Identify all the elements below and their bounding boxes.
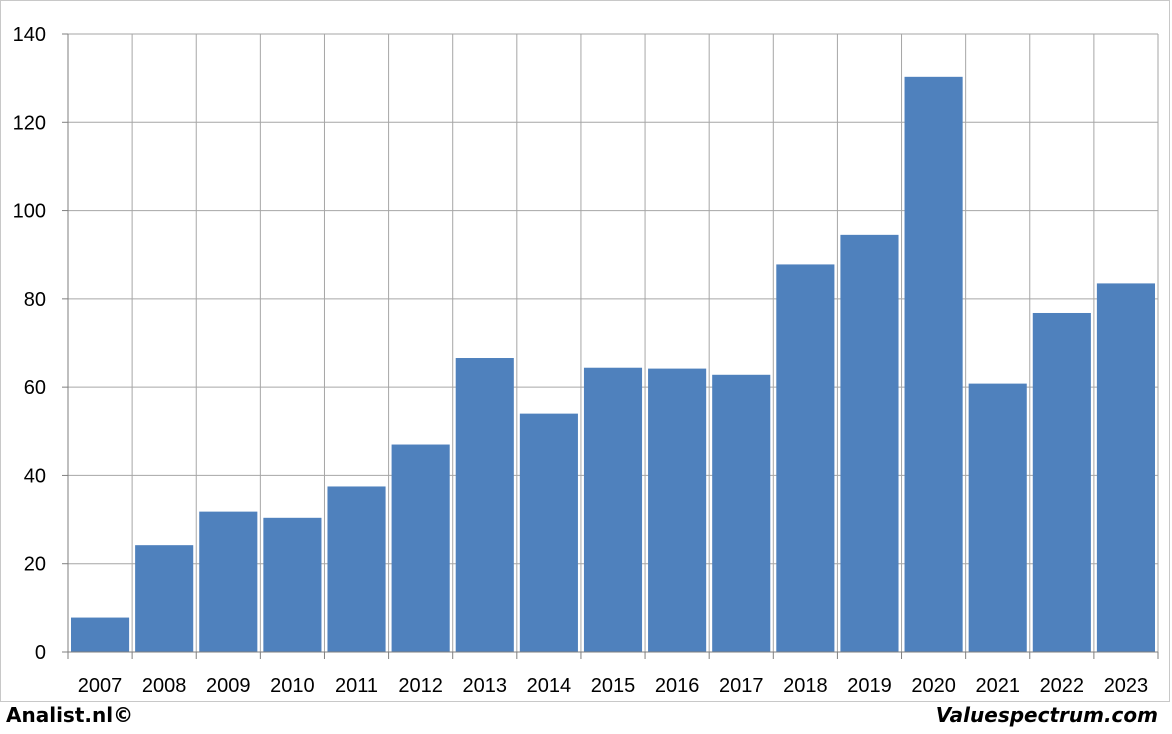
bar-2015 [583,367,643,652]
bar-2007 [71,617,130,652]
bar-2017 [712,374,771,652]
bar-2011 [327,486,386,652]
bar-2010 [263,517,322,652]
bar-2014 [519,413,578,652]
x-tick-label-2014: 2014 [527,675,572,697]
y-tick-label-120: 120 [13,112,46,134]
axes [62,33,1159,659]
tick-labels: 0 20 40 60 80 100 120 140 2007 2008 2009 2010 2011 20… [13,24,1149,697]
x-tick-label-2016: 2016 [655,675,700,697]
x-tick-label-2022: 2022 [1040,675,1085,697]
x-tick-label-2020: 2020 [911,675,956,697]
x-tick-label-2011: 2011 [335,675,378,697]
bar-2016 [648,368,707,652]
y-tick-label-40: 40 [24,465,46,487]
x-tick-label-2021: 2021 [975,675,1020,697]
x-tick-label-2019: 2019 [847,675,892,697]
bar-2023 [1096,283,1155,652]
bar-2021 [968,383,1027,652]
x-tick-label-2010: 2010 [270,675,315,697]
y-tick-label-80: 80 [24,289,46,311]
attribution-label: Valuespectrum.com [935,703,1158,727]
bar-2013 [455,358,514,652]
bars [71,76,1155,652]
x-tick-label-2009: 2009 [206,675,251,697]
y-tick-label-0: 0 [35,642,46,664]
x-tick-label-2023: 2023 [1104,675,1149,697]
bar-2020 [904,76,963,652]
x-tick-label-2012: 2012 [398,675,443,697]
bar-2008 [135,545,194,652]
bar-2009 [199,511,258,652]
x-tick-label-2018: 2018 [783,675,828,697]
source-label: Analist.nl© [6,703,134,727]
bar-2018 [776,264,835,652]
x-tick-label-2017: 2017 [719,675,764,697]
bar-2022 [1032,312,1091,652]
x-tick-label-2015: 2015 [591,675,636,697]
x-tick-label-2008: 2008 [142,675,187,697]
bar-2012 [391,444,450,652]
y-tick-label-100: 100 [13,201,46,223]
y-tick-label-60: 60 [24,377,46,399]
y-tick-label-140: 140 [13,24,46,46]
x-tick-label-2013: 2013 [463,675,508,697]
y-tick-label-20: 20 [24,554,46,576]
bar-chart: 0 20 40 60 80 100 120 140 2007 2008 2009 2010 2011 20… [13,24,1159,697]
bar-2019 [840,234,899,652]
x-tick-label-2007: 2007 [78,675,123,697]
